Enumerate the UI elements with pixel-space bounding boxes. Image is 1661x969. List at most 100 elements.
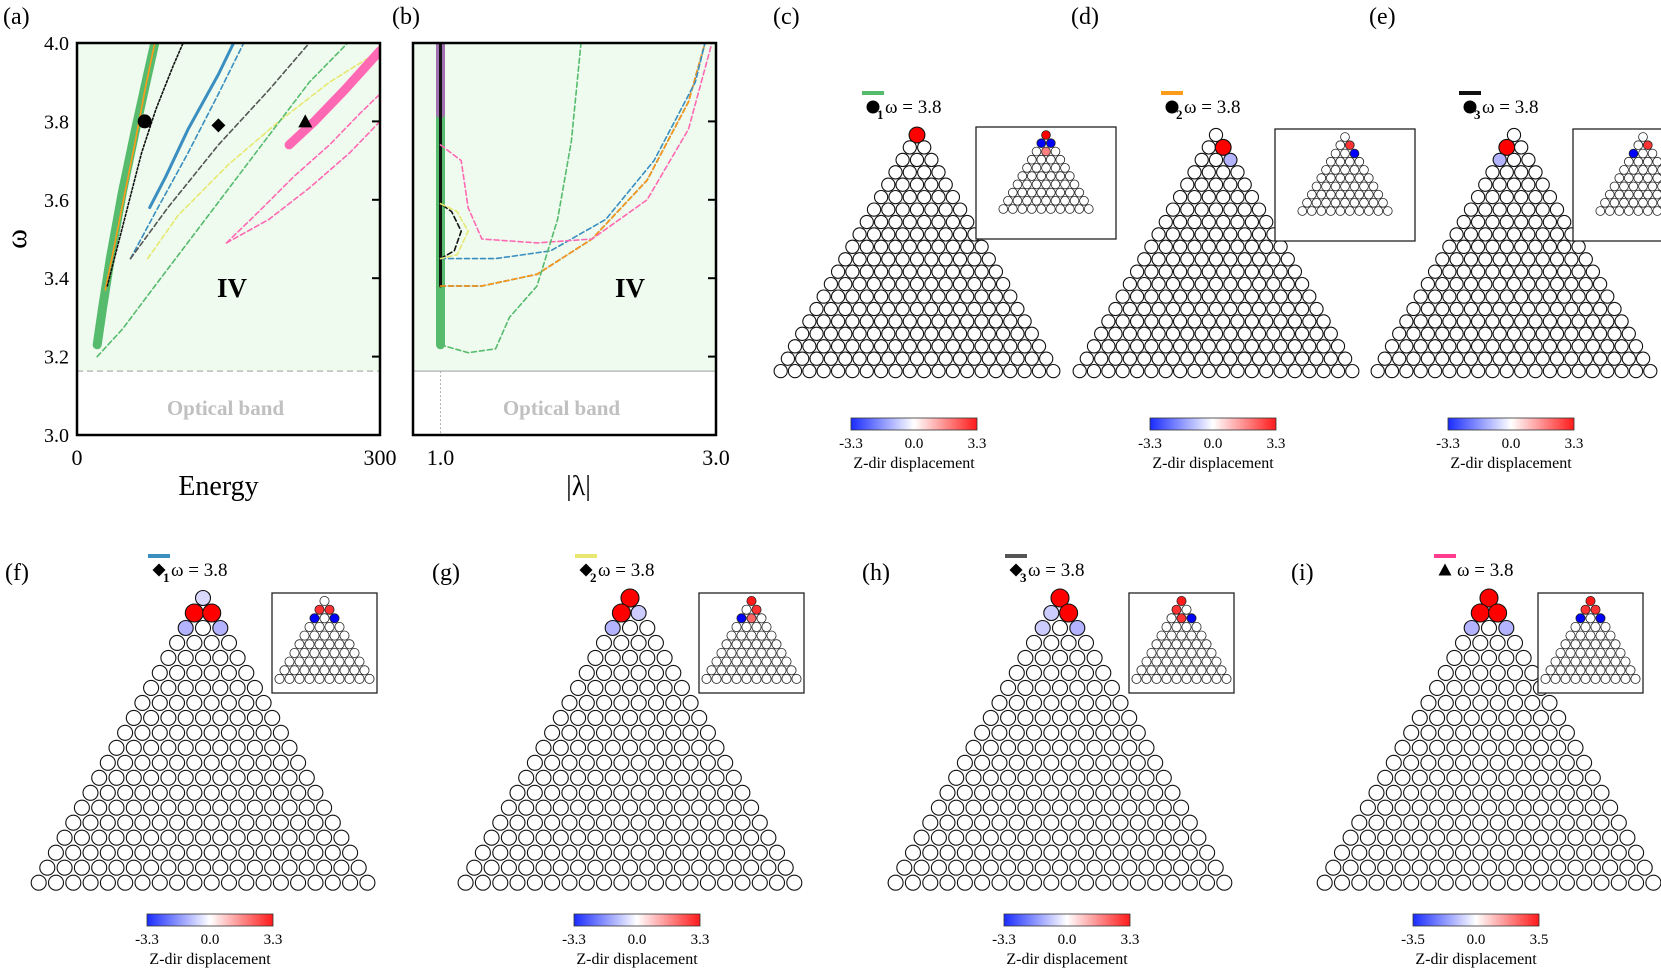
lattice-site [1385,784,1402,801]
inset-site [1590,622,1601,633]
panel-label: (e) [1369,4,1396,30]
inset-site [1628,181,1639,192]
inset-site [1136,665,1147,676]
lattice-site [578,664,595,681]
lattice-site [1223,152,1238,168]
lattice-site [1223,301,1238,317]
lattice-site [1172,239,1188,254]
lattice-site [1557,363,1572,379]
lattice-site [1399,363,1414,379]
inset-site [761,639,772,650]
lattice-site [1194,152,1209,168]
lattice-site [1051,799,1069,816]
lattice-site [238,664,255,681]
lattice-site [1147,874,1164,891]
inset-lattice [1572,128,1661,242]
lattice-site [47,874,65,891]
lattice-site [316,829,333,846]
lattice-site [160,679,177,696]
lattice-site [1165,326,1181,341]
lattice-site [1165,351,1181,366]
inset-site [736,665,747,676]
lattice-site [333,829,350,846]
inset-site [731,639,742,650]
lattice-site [939,784,956,801]
lattice-site [1201,289,1216,304]
lattice-site [1645,874,1661,891]
lattice-site [1201,264,1216,279]
lattice-site [1017,679,1034,696]
lattice-site [1180,177,1195,192]
lattice-site [787,363,803,379]
inset-site [1657,165,1661,175]
lattice-site [909,351,925,366]
lattice-site [1342,829,1359,846]
inset-site [1201,639,1212,650]
lattice-site [895,326,910,341]
lattice-site [1043,664,1060,681]
legend-marker-triangle [1438,563,1452,576]
lattice-site [238,724,255,741]
lattice-site [1521,276,1536,292]
lattice-site [1115,339,1130,354]
lattice-site [974,724,991,741]
lattice-site [1521,177,1536,192]
lattice-site [859,239,874,254]
lattice-site [1216,165,1231,180]
lattice-site [881,252,896,267]
lattice-site [544,754,561,771]
lattice-site [177,619,194,637]
lattice-site [1244,314,1260,329]
y-axis-label: ω [0,229,33,249]
lattice-site [570,829,587,846]
inset-site [716,648,727,659]
lattice-site [1194,202,1209,217]
lattice-site [125,799,142,816]
lattice-site [1521,252,1536,267]
inset-site [1316,189,1327,200]
lattice-site [922,844,939,861]
inset-site [1595,665,1606,676]
lattice-site [1244,363,1260,379]
legend-marker-circle [866,100,880,114]
inset-site [314,639,325,650]
lattice-site [143,859,160,876]
inset-site [1161,639,1172,650]
lattice-site [967,276,982,292]
lattice-site [160,769,177,786]
lattice-site [1429,709,1446,726]
lattice-site [1101,314,1116,329]
marker-diamond [211,118,226,133]
lattice-site [1181,814,1198,831]
lattice-site [1377,351,1392,366]
lattice-site [1244,339,1260,354]
lattice-site [1446,709,1463,726]
inset-site [756,630,767,641]
lattice-site [1025,724,1043,741]
lattice-site [991,784,1008,801]
lattice-site [1302,339,1317,354]
lattice-site [1031,363,1047,379]
lattice-site [272,754,289,771]
lattice-site [1198,874,1216,891]
lattice-site [945,314,961,329]
inset-site [1652,156,1661,167]
lattice-site [952,326,968,341]
inset-site [1345,140,1355,151]
lattice-site [647,664,665,681]
lattice-site [1377,799,1394,816]
lattice-site [809,301,824,317]
lattice-site [708,769,725,786]
panel-label: (b) [392,4,420,30]
lattice-site [117,724,134,741]
lattice-site [1406,351,1421,366]
lattice-site [1103,769,1120,786]
lattice-site [1051,679,1069,696]
lattice-site [1259,314,1274,329]
lattice-site [1480,619,1498,637]
lattice-site [931,314,946,329]
inset-site [1171,622,1182,633]
lattice-site [1454,754,1472,771]
inset-site [1191,639,1202,650]
inset-site [1036,171,1047,181]
